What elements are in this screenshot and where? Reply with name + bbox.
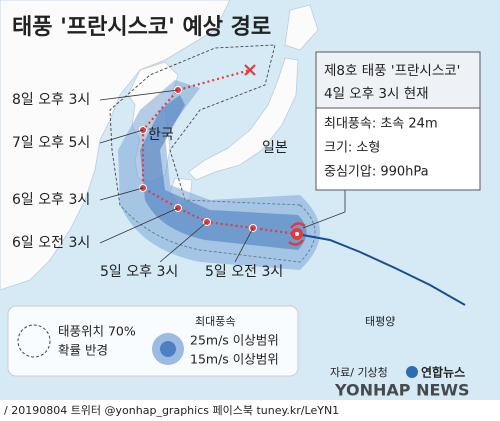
watermark: YONHAP NEWS: [334, 381, 470, 400]
track-label: 7일 오후 5시: [12, 135, 90, 151]
legend-text: 최대풍속: [195, 315, 235, 328]
leader-line: [302, 190, 346, 229]
info-wind: 최대풍속: 초속 24m: [324, 117, 438, 132]
legend-text: 확률 반경: [58, 343, 108, 358]
title: 태풍 '프란시스코' 예상 경로: [12, 15, 271, 40]
legend-text: 15m/s 이상범위: [190, 352, 279, 367]
logo-icon: [406, 366, 418, 378]
typhoon-icon: [288, 222, 306, 246]
track-label: 6일 오전 3시: [12, 235, 90, 251]
leader-line: [159, 221, 208, 263]
past-track: [296, 233, 466, 306]
info-time: 4일 오후 3시 현재: [324, 86, 429, 102]
track-label: 5일 오후 3시: [100, 264, 178, 280]
typhoon-eye: [295, 232, 299, 236]
info-name: 제8호 태풍 '프란시스코': [324, 63, 460, 79]
track-label: 6일 오후 3시: [12, 192, 90, 208]
legend: 태풍위치 70% 확률 반경 최대풍속 25m/s 이상범위 15m/s 이상범…: [7, 305, 299, 377]
legend-wind-25-icon: [160, 341, 176, 357]
place-label: 태평양: [365, 315, 395, 328]
wind-25-band: [140, 95, 307, 250]
leader-line: [234, 227, 254, 263]
logo-text: 연합뉴스: [421, 365, 465, 380]
source: 자료/ 기상청: [330, 366, 388, 379]
legend-radius-icon: [17, 324, 51, 358]
land-hokkaido: [284, 4, 319, 51]
leader-line: [99, 187, 144, 201]
typhoon-arms: [288, 222, 306, 246]
place-label: 일본: [262, 140, 288, 156]
info-size: 크기: 소형: [324, 141, 380, 156]
place-label: 한국: [148, 127, 174, 143]
leader-line: [99, 89, 179, 101]
footer-bar: [0, 400, 500, 421]
info-box: 제8호 태풍 '프란시스코' 4일 오후 3시 현재 최대풍속: 초속 24m …: [315, 51, 481, 191]
info-pressure: 중심기압: 990hPa: [324, 165, 429, 180]
track-label: 5일 오전 3시: [205, 264, 283, 280]
leader-line: [99, 207, 179, 244]
track-end: [244, 64, 256, 76]
info-header: [315, 51, 481, 109]
footer: / 20190804 트위터 @yonhap_graphics 페이스북 tun…: [4, 404, 339, 417]
leader-line: [99, 129, 144, 144]
forecast-track: [141, 68, 298, 236]
track-label: 8일 오후 3시: [12, 92, 90, 108]
land-honshu: [187, 57, 299, 181]
legend-box: [7, 305, 299, 377]
legend-text: 25m/s 이상범위: [190, 333, 279, 348]
legend-text: 태풍위치 70%: [58, 324, 136, 339]
land-china: [0, 0, 231, 291]
